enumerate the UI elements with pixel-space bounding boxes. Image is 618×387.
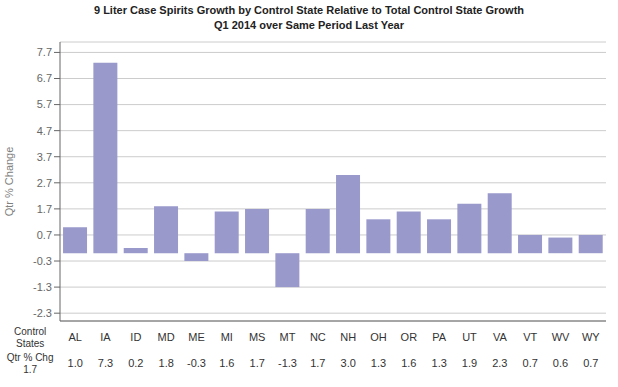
- svg-text:MS: MS: [249, 331, 266, 343]
- svg-text:OH: OH: [370, 331, 387, 343]
- svg-text:MT: MT: [280, 331, 296, 343]
- svg-text:NC: NC: [310, 331, 326, 343]
- html-text:9 Liter Case Spirits Growth by: 9 Liter Case Spirits Growth by Control S…: [94, 4, 524, 16]
- svg-text:States: States: [16, 338, 44, 349]
- svg-text:MD: MD: [158, 331, 175, 343]
- svg-text:-0.3: -0.3: [187, 357, 206, 369]
- html-text:Q1 2014 over Same Period Last: Q1 2014 over Same Period Last Year: [214, 19, 404, 31]
- svg-text:1.6: 1.6: [401, 357, 416, 369]
- svg-text:0.7: 0.7: [37, 229, 52, 241]
- svg-text:7.3: 7.3: [98, 357, 113, 369]
- svg-text:AL: AL: [68, 331, 81, 343]
- svg-text:1.3: 1.3: [371, 357, 386, 369]
- svg-text:-0.3: -0.3: [33, 255, 52, 267]
- svg-text:IA: IA: [100, 331, 111, 343]
- svg-text:1.7: 1.7: [23, 364, 37, 375]
- svg-text:Control: Control: [14, 326, 46, 337]
- svg-text:ME: ME: [188, 331, 205, 343]
- svg-text:5.7: 5.7: [37, 98, 52, 110]
- svg-text:OR: OR: [401, 331, 418, 343]
- svg-text:4.7: 4.7: [37, 125, 52, 137]
- svg-text:-1.3: -1.3: [278, 357, 297, 369]
- svg-text:0.6: 0.6: [553, 357, 568, 369]
- svg-text:Qtr % Change: Qtr % Change: [8, 147, 15, 217]
- svg-text:2.7: 2.7: [37, 177, 52, 189]
- svg-text:UT: UT: [462, 331, 477, 343]
- svg-text:1.3: 1.3: [432, 357, 447, 369]
- svg-text:0.7: 0.7: [583, 357, 598, 369]
- svg-text:WY: WY: [582, 331, 600, 343]
- svg-text:7.7: 7.7: [37, 46, 52, 58]
- svg-text:PA: PA: [432, 331, 447, 343]
- svg-text:-1.3: -1.3: [33, 281, 52, 293]
- svg-text:1.8: 1.8: [159, 357, 174, 369]
- svg-text:0.2: 0.2: [128, 357, 143, 369]
- svg-text:1.7: 1.7: [37, 203, 52, 215]
- svg-text:-2.3: -2.3: [33, 307, 52, 319]
- svg-text:1.9: 1.9: [462, 357, 477, 369]
- svg-text:MI: MI: [221, 331, 233, 343]
- svg-text:0.7: 0.7: [523, 357, 538, 369]
- svg-text:VT: VT: [523, 331, 537, 343]
- svg-text:ID: ID: [130, 331, 141, 343]
- svg-text:WV: WV: [552, 331, 570, 343]
- svg-text:3.7: 3.7: [37, 151, 52, 163]
- svg-text:3.0: 3.0: [341, 357, 356, 369]
- svg-text:2.3: 2.3: [492, 357, 507, 369]
- svg-text:1.7: 1.7: [310, 357, 325, 369]
- svg-text:NH: NH: [340, 331, 356, 343]
- svg-text:1.7: 1.7: [250, 357, 265, 369]
- svg-text:6.7: 6.7: [37, 72, 52, 84]
- svg-text:VA: VA: [493, 331, 508, 343]
- svg-text:Qtr % Chg: Qtr % Chg: [8, 352, 54, 363]
- svg-text:1.0: 1.0: [68, 357, 83, 369]
- svg-text:1.6: 1.6: [219, 357, 234, 369]
